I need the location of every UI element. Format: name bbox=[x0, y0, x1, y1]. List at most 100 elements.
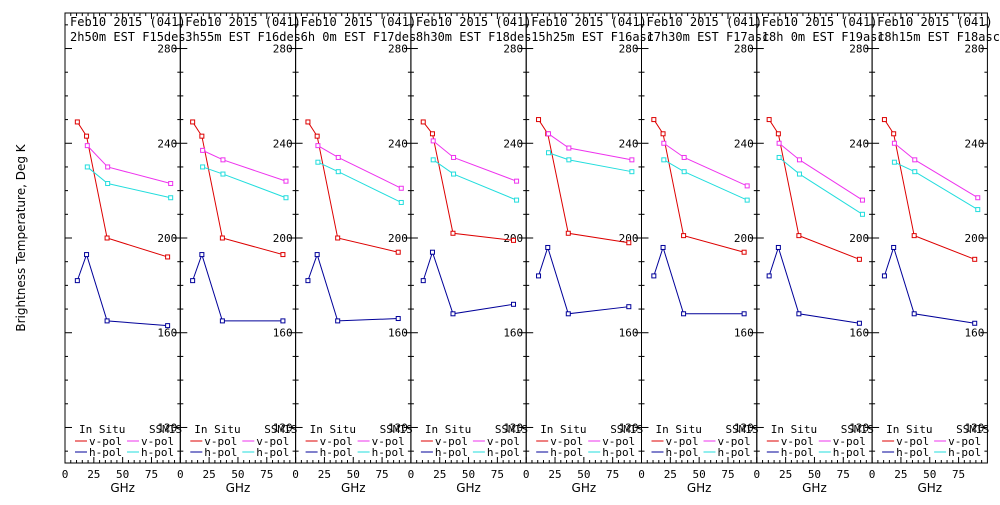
x-tick-label: 75 bbox=[721, 468, 734, 481]
y-tick-label: 280 bbox=[157, 43, 177, 56]
x-tick-label: 0 bbox=[523, 468, 530, 481]
data-point-insitu_h bbox=[911, 311, 917, 317]
y-tick-label: 240 bbox=[734, 137, 754, 150]
data-point-ssmis_h bbox=[514, 197, 520, 203]
series-line-ssmis_h bbox=[894, 161, 979, 211]
x-axis-label: GHz bbox=[456, 481, 481, 495]
legend-label-ssmis_v: v-pol bbox=[602, 435, 635, 448]
x-tick-label: 0 bbox=[869, 468, 876, 481]
series-line-insitu_h bbox=[307, 252, 399, 322]
data-point-ssmis_v bbox=[546, 131, 552, 137]
series-line-insitu_h bbox=[768, 245, 860, 324]
data-point-insitu_v bbox=[626, 240, 632, 246]
data-point-insitu_h bbox=[536, 273, 542, 279]
legend-label-insitu_h: h-pol bbox=[320, 446, 353, 459]
y-tick-label: 240 bbox=[619, 137, 639, 150]
panel-title-line1: Feb10 2015 (041) bbox=[762, 15, 878, 29]
data-point-insitu_h bbox=[545, 244, 551, 250]
legend-label-insitu_v: v-pol bbox=[550, 435, 583, 448]
x-tick-label: 50 bbox=[577, 468, 590, 481]
data-point-insitu_v bbox=[972, 256, 978, 262]
series-line-insitu_v bbox=[653, 119, 745, 253]
x-tick-label: 50 bbox=[923, 468, 936, 481]
data-point-ssmis_v bbox=[796, 157, 802, 163]
y-tick-label: 120 bbox=[619, 421, 639, 434]
data-point-ssmis_v bbox=[776, 140, 782, 146]
legend-label-ssmis_v: v-pol bbox=[948, 435, 981, 448]
data-point-insitu_h bbox=[891, 244, 897, 250]
y-tick-label: 280 bbox=[619, 43, 639, 56]
data-point-insitu_v bbox=[911, 233, 917, 239]
data-point-insitu_h bbox=[74, 278, 80, 284]
legend-label-insitu_v: v-pol bbox=[435, 435, 468, 448]
data-point-ssmis_h bbox=[661, 157, 667, 163]
legend-label-insitu_v: v-pol bbox=[204, 435, 237, 448]
data-point-ssmis_h bbox=[84, 164, 90, 170]
legend-label-ssmis_h: h-pol bbox=[602, 446, 635, 459]
data-point-insitu_h bbox=[420, 278, 426, 284]
panel-title-line1: Feb10 2015 (041) bbox=[185, 15, 301, 29]
x-tick-label: 25 bbox=[664, 468, 677, 481]
series-line-ssmis_v bbox=[202, 149, 287, 182]
data-point-insitu_v bbox=[681, 233, 687, 239]
y-tick-label: 200 bbox=[734, 232, 754, 245]
legend-label-ssmis_v: v-pol bbox=[487, 435, 520, 448]
y-tick-label: 200 bbox=[849, 232, 869, 245]
x-tick-label: 0 bbox=[753, 468, 760, 481]
panel-3: Feb10 2015 (041)6h 0m EST F17des 120 160 20… bbox=[292, 12, 417, 495]
series-line-ssmis_h bbox=[86, 166, 171, 199]
data-point-insitu_v bbox=[766, 117, 772, 123]
legend-label-ssmis_v: v-pol bbox=[141, 435, 174, 448]
y-tick-label: 240 bbox=[965, 137, 985, 150]
data-point-insitu_v bbox=[741, 249, 747, 255]
y-tick-label: 200 bbox=[965, 232, 985, 245]
series-line-insitu_v bbox=[538, 119, 629, 244]
x-axis-label: GHz bbox=[687, 481, 712, 495]
data-point-ssmis_v bbox=[168, 181, 174, 187]
x-tick-label: 75 bbox=[606, 468, 619, 481]
x-axis-label: GHz bbox=[341, 481, 366, 495]
panel-title-line2: 2h50m EST F15des bbox=[70, 30, 186, 44]
legend-label-insitu_h: h-pol bbox=[781, 446, 814, 459]
series-line-insitu_h bbox=[538, 245, 629, 315]
data-point-insitu_h bbox=[741, 311, 747, 317]
data-point-ssmis_v bbox=[398, 185, 404, 191]
data-point-ssmis_h bbox=[283, 195, 289, 201]
data-point-ssmis_v bbox=[859, 197, 865, 203]
y-tick-label: 240 bbox=[503, 137, 523, 150]
data-point-insitu_h bbox=[395, 316, 401, 322]
x-axis-label: GHz bbox=[110, 481, 135, 495]
legend-label-insitu_h: h-pol bbox=[204, 446, 237, 459]
data-point-insitu_v bbox=[420, 119, 426, 125]
legend-ssmis-header: SSMIS bbox=[726, 423, 759, 436]
series-line-insitu_h bbox=[192, 252, 283, 322]
panel-8: Feb10 2015 (041)18h15m EST F18asc 120 160 2… bbox=[869, 12, 1000, 495]
data-point-insitu_v bbox=[775, 131, 781, 137]
data-point-insitu_h bbox=[881, 273, 887, 279]
data-point-ssmis_v bbox=[220, 157, 226, 163]
data-point-ssmis_v bbox=[84, 143, 90, 149]
panel-5: Feb10 2015 (041)15h25m EST F16asc 120 160 2… bbox=[523, 12, 654, 495]
data-point-ssmis_h bbox=[220, 171, 226, 177]
legend-insitu-header: In Situ bbox=[79, 423, 125, 436]
legend-insitu-header: In Situ bbox=[886, 423, 932, 436]
legend-insitu-header: In Situ bbox=[310, 423, 356, 436]
y-tick-label: 280 bbox=[503, 43, 523, 56]
x-tick-label: 25 bbox=[548, 468, 561, 481]
data-point-insitu_v bbox=[511, 237, 517, 243]
panel-title-line1: Feb10 2015 (041) bbox=[301, 15, 417, 29]
legend-label-ssmis_h: h-pol bbox=[833, 446, 866, 459]
y-tick-label: 280 bbox=[965, 43, 985, 56]
x-tick-label: 0 bbox=[177, 468, 184, 481]
data-point-insitu_v bbox=[429, 131, 435, 137]
data-point-insitu_v bbox=[660, 131, 666, 137]
x-tick-label: 50 bbox=[347, 468, 360, 481]
data-point-insitu_v bbox=[199, 133, 205, 139]
x-tick-label: 25 bbox=[203, 468, 216, 481]
data-point-insitu_h bbox=[280, 318, 286, 324]
y-tick-label: 120 bbox=[503, 421, 523, 434]
data-point-insitu_h bbox=[450, 311, 456, 317]
data-point-ssmis_v bbox=[514, 178, 520, 184]
data-point-ssmis_v bbox=[105, 164, 111, 170]
data-point-ssmis_h bbox=[315, 159, 321, 165]
